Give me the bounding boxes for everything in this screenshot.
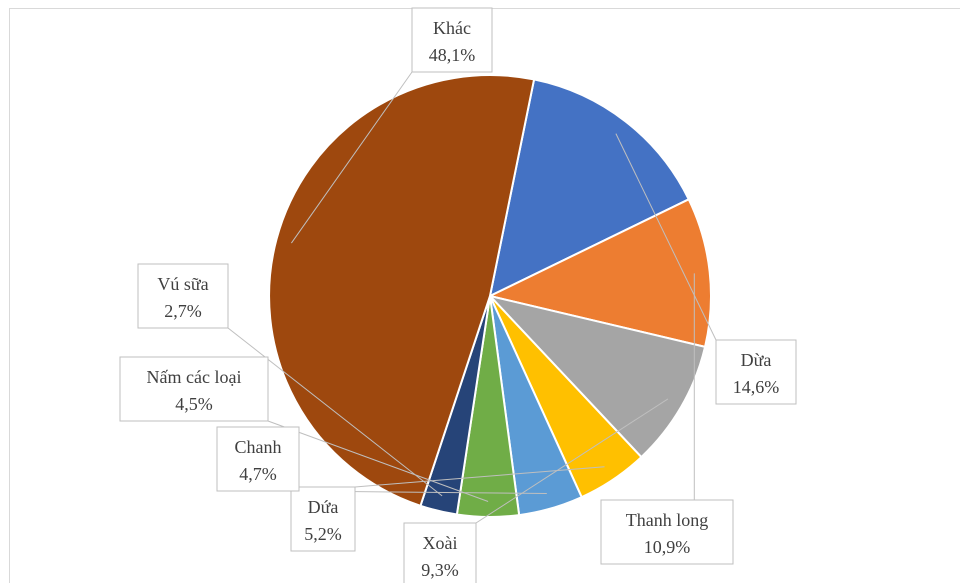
slice-category-label: Chanh [235,437,282,457]
callout-leader [227,327,443,497]
slice-value-label: 14,6% [733,377,780,397]
callout-box [715,339,797,405]
pie-slice-3 [486,294,707,459]
slice-category-label: Khác [433,18,471,38]
slice-category-label: Xoài [423,533,458,553]
callout-leader [475,398,669,524]
slice-value-label: 2,7% [164,301,202,321]
pie-slice-2 [487,197,712,349]
slice-value-label: 10,9% [644,537,691,557]
callout-leader [267,420,489,502]
slice-category-label: Thanh long [626,510,709,530]
slice-value-label: 5,2% [304,524,342,544]
pie-slices [268,74,712,518]
callout-leader [290,71,413,244]
slice-value-label: 4,7% [239,464,277,484]
callout-box [216,426,300,492]
callout-box [119,356,269,422]
slice-category-label: Vú sữa [157,274,208,294]
pie-slice-8 [268,74,536,508]
callout-box [403,522,477,583]
callout-box [290,486,356,552]
slice-value-label: 4,5% [175,394,213,414]
callout-box [411,7,493,73]
callout-leader [615,133,717,341]
callout-leader [354,466,605,488]
slice-category-label: Nấm các loại [147,367,242,387]
pie-slice-1 [488,78,691,298]
callout-box [137,263,229,329]
callout-labels: Dừa 14,6% Thanh long 10,9% Xoài 9,3% Dứa 5,2% Ch… [119,7,797,583]
slice-value-label: 48,1% [429,45,476,65]
slice-category-label: Dứa [308,497,339,517]
callout-box [600,499,734,565]
slice-value-label: 9,3% [421,560,459,580]
slice-category-label: Dừa [741,350,772,370]
